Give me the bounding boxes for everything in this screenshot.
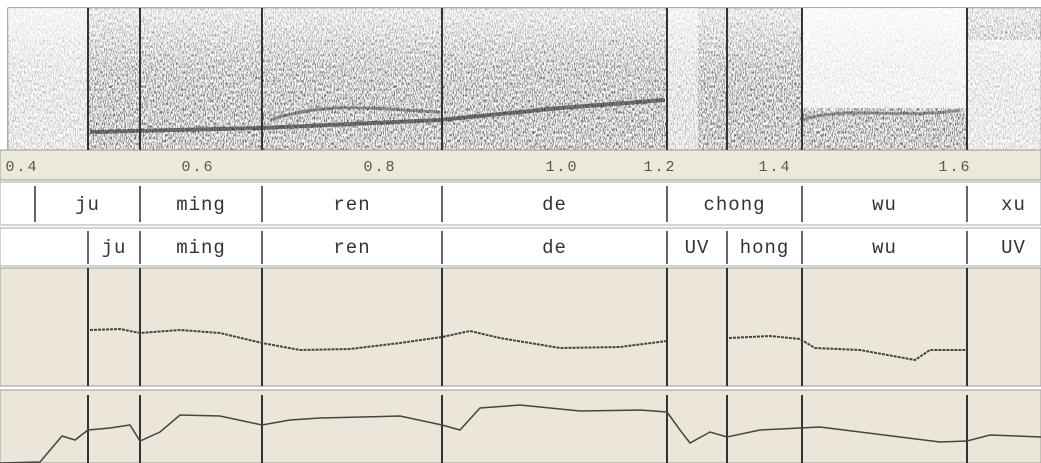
segment-label: xu <box>1001 194 1026 216</box>
segment-label: ming <box>176 194 226 216</box>
segment-label: chong <box>703 194 765 216</box>
pitch-panel <box>0 268 1041 386</box>
intensity-panel <box>0 390 1041 463</box>
time-axis <box>0 150 1041 180</box>
segment-label: wu <box>872 237 897 259</box>
time-tick-label: 1.6 <box>938 159 971 176</box>
segment-label: ming <box>176 237 226 259</box>
segment-label: hong <box>740 237 790 259</box>
time-tick-label: 1.4 <box>758 159 791 176</box>
time-tick-label: 0.8 <box>363 159 396 176</box>
segment-label: ren <box>333 237 370 259</box>
time-tick-label: 1.0 <box>545 159 578 176</box>
speech-analysis-window: 0.4 0.6 0.8 1.0 1.2 1.4 1.6 ju ming ren de chong wu… <box>0 0 1041 463</box>
time-tick-label: 0.4 <box>5 159 38 176</box>
time-tick-label: 1.2 <box>643 159 676 176</box>
segment-label: UV <box>685 237 710 259</box>
segment-label: de <box>542 194 567 216</box>
segment-label: ju <box>75 194 100 216</box>
segment-label: ren <box>333 194 370 216</box>
segment-label: UV <box>1001 237 1026 259</box>
segment-label: de <box>542 237 567 259</box>
time-tick-label: 0.6 <box>181 159 214 176</box>
segment-label: wu <box>872 194 897 216</box>
spectrogram <box>8 8 1041 150</box>
segment-label: ju <box>102 237 127 259</box>
